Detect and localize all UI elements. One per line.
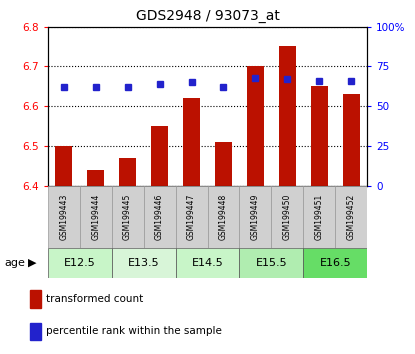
Bar	[119, 158, 137, 186]
Bar	[112, 186, 144, 248]
Bar	[30, 323, 41, 340]
Text: E16.5: E16.5	[320, 258, 351, 268]
Text: GSM199446: GSM199446	[155, 194, 164, 240]
Bar	[151, 126, 168, 186]
Text: GSM199444: GSM199444	[91, 194, 100, 240]
Text: GSM199443: GSM199443	[59, 194, 68, 240]
Bar	[215, 142, 232, 186]
Bar	[239, 248, 303, 278]
Bar	[208, 186, 239, 248]
Text: E15.5: E15.5	[256, 258, 287, 268]
Text: GSM199448: GSM199448	[219, 194, 228, 240]
Text: age: age	[4, 258, 25, 268]
Text: GSM199451: GSM199451	[315, 194, 324, 240]
Bar	[278, 46, 296, 186]
Bar	[342, 94, 360, 186]
Text: E12.5: E12.5	[64, 258, 95, 268]
Text: E14.5: E14.5	[192, 258, 223, 268]
Bar	[176, 248, 239, 278]
Text: GSM199450: GSM199450	[283, 194, 292, 240]
Text: GSM199452: GSM199452	[347, 194, 356, 240]
Bar	[80, 186, 112, 248]
Bar	[176, 186, 208, 248]
Bar	[48, 248, 112, 278]
Text: ▶: ▶	[28, 258, 37, 268]
Text: GSM199445: GSM199445	[123, 194, 132, 240]
Bar	[303, 248, 367, 278]
Text: GDS2948 / 93073_at: GDS2948 / 93073_at	[136, 9, 279, 23]
Bar	[55, 146, 73, 186]
Bar	[303, 186, 335, 248]
Bar	[112, 248, 176, 278]
Bar	[247, 67, 264, 186]
Bar	[87, 170, 105, 186]
Text: E13.5: E13.5	[128, 258, 159, 268]
Bar	[310, 86, 328, 186]
Text: GSM199447: GSM199447	[187, 194, 196, 240]
Bar	[144, 186, 176, 248]
Bar	[30, 290, 41, 308]
Bar	[183, 98, 200, 186]
Bar	[271, 186, 303, 248]
Bar	[335, 186, 367, 248]
Text: GSM199449: GSM199449	[251, 194, 260, 240]
Bar	[239, 186, 271, 248]
Text: percentile rank within the sample: percentile rank within the sample	[46, 326, 222, 336]
Text: transformed count: transformed count	[46, 294, 143, 304]
Bar	[48, 186, 80, 248]
